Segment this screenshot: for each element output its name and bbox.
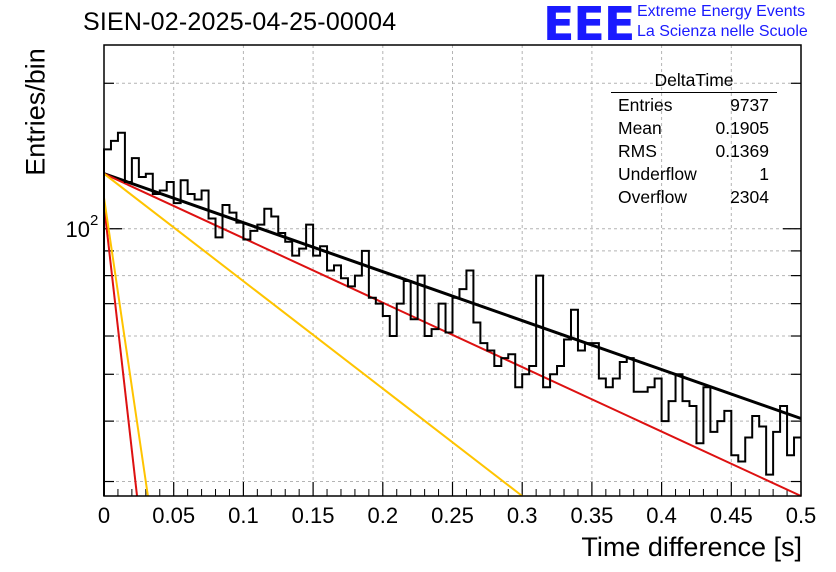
stats-value: 0.1369 [715, 141, 769, 161]
eee-logo: EEE [543, 0, 635, 51]
stats-label: Underflow [618, 164, 697, 184]
x-axis-label: Time difference [s] [581, 532, 802, 562]
stats-label: Mean [618, 118, 662, 138]
y-axis-label: Entries/bin [20, 48, 51, 176]
stats-label: Overflow [618, 187, 688, 207]
stats-value: 0.1905 [715, 118, 769, 138]
fit-line-fast-component [103, 197, 149, 497]
x-tick-label: 0.4 [646, 503, 677, 528]
stats-label: Entries [618, 95, 673, 115]
stats-title: DeltaTime [611, 70, 777, 93]
stats-row-rms: RMS 0.1369 [611, 140, 777, 163]
stats-box: DeltaTime Entries 9737 Mean 0.1905 RMS 0.13… [611, 70, 777, 209]
stats-value: 1 [759, 164, 769, 184]
y-tick-label-base: 10 [66, 217, 90, 242]
stats-value: 9737 [730, 95, 769, 115]
stats-row-underflow: Underflow 1 [611, 163, 777, 186]
fit-curves [103, 172, 802, 497]
x-tick-label: 0.35 [570, 503, 613, 528]
stats-row-entries: Entries 9737 [611, 94, 777, 117]
histogram-bars [103, 131, 801, 496]
stats-row-mean: Mean 0.1905 [611, 117, 777, 140]
x-tick-label: 0.05 [152, 503, 195, 528]
logo-tagline-2: La Scienza nelle Scuole [637, 23, 808, 40]
x-tick-label: 0.15 [292, 503, 335, 528]
x-tick-label: 0.1 [228, 503, 259, 528]
fit-line-fast-component [103, 204, 139, 497]
x-tick-label: 0.3 [507, 503, 538, 528]
y-tick-label-exponent: 2 [90, 212, 98, 229]
x-tick-label: 0.25 [431, 503, 474, 528]
fit-line-mid-component [103, 172, 523, 497]
x-tick-labels: 0 0.05 0.1 0.15 0.2 0.25 0.3 0.35 0.4 0.45 0.5 [98, 503, 816, 528]
fit-line-slow-component [103, 172, 802, 497]
x-tick-label: 0.2 [368, 503, 399, 528]
stats-row-overflow: Overflow 2304 [611, 186, 777, 209]
fit-line-total-fit [103, 172, 802, 420]
x-tick-label: 0.45 [710, 503, 753, 528]
stats-label: RMS [618, 141, 657, 161]
x-tick-label: 0.5 [786, 503, 817, 528]
plot-title: SIEN-02-2025-04-25-00004 [83, 8, 397, 36]
plot-frame [103, 44, 802, 497]
logo-tagline-1: Extreme Energy Events [637, 3, 806, 20]
x-tick-label: 0 [98, 503, 110, 528]
axis-ticks [103, 82, 802, 496]
stats-value: 2304 [730, 187, 769, 207]
